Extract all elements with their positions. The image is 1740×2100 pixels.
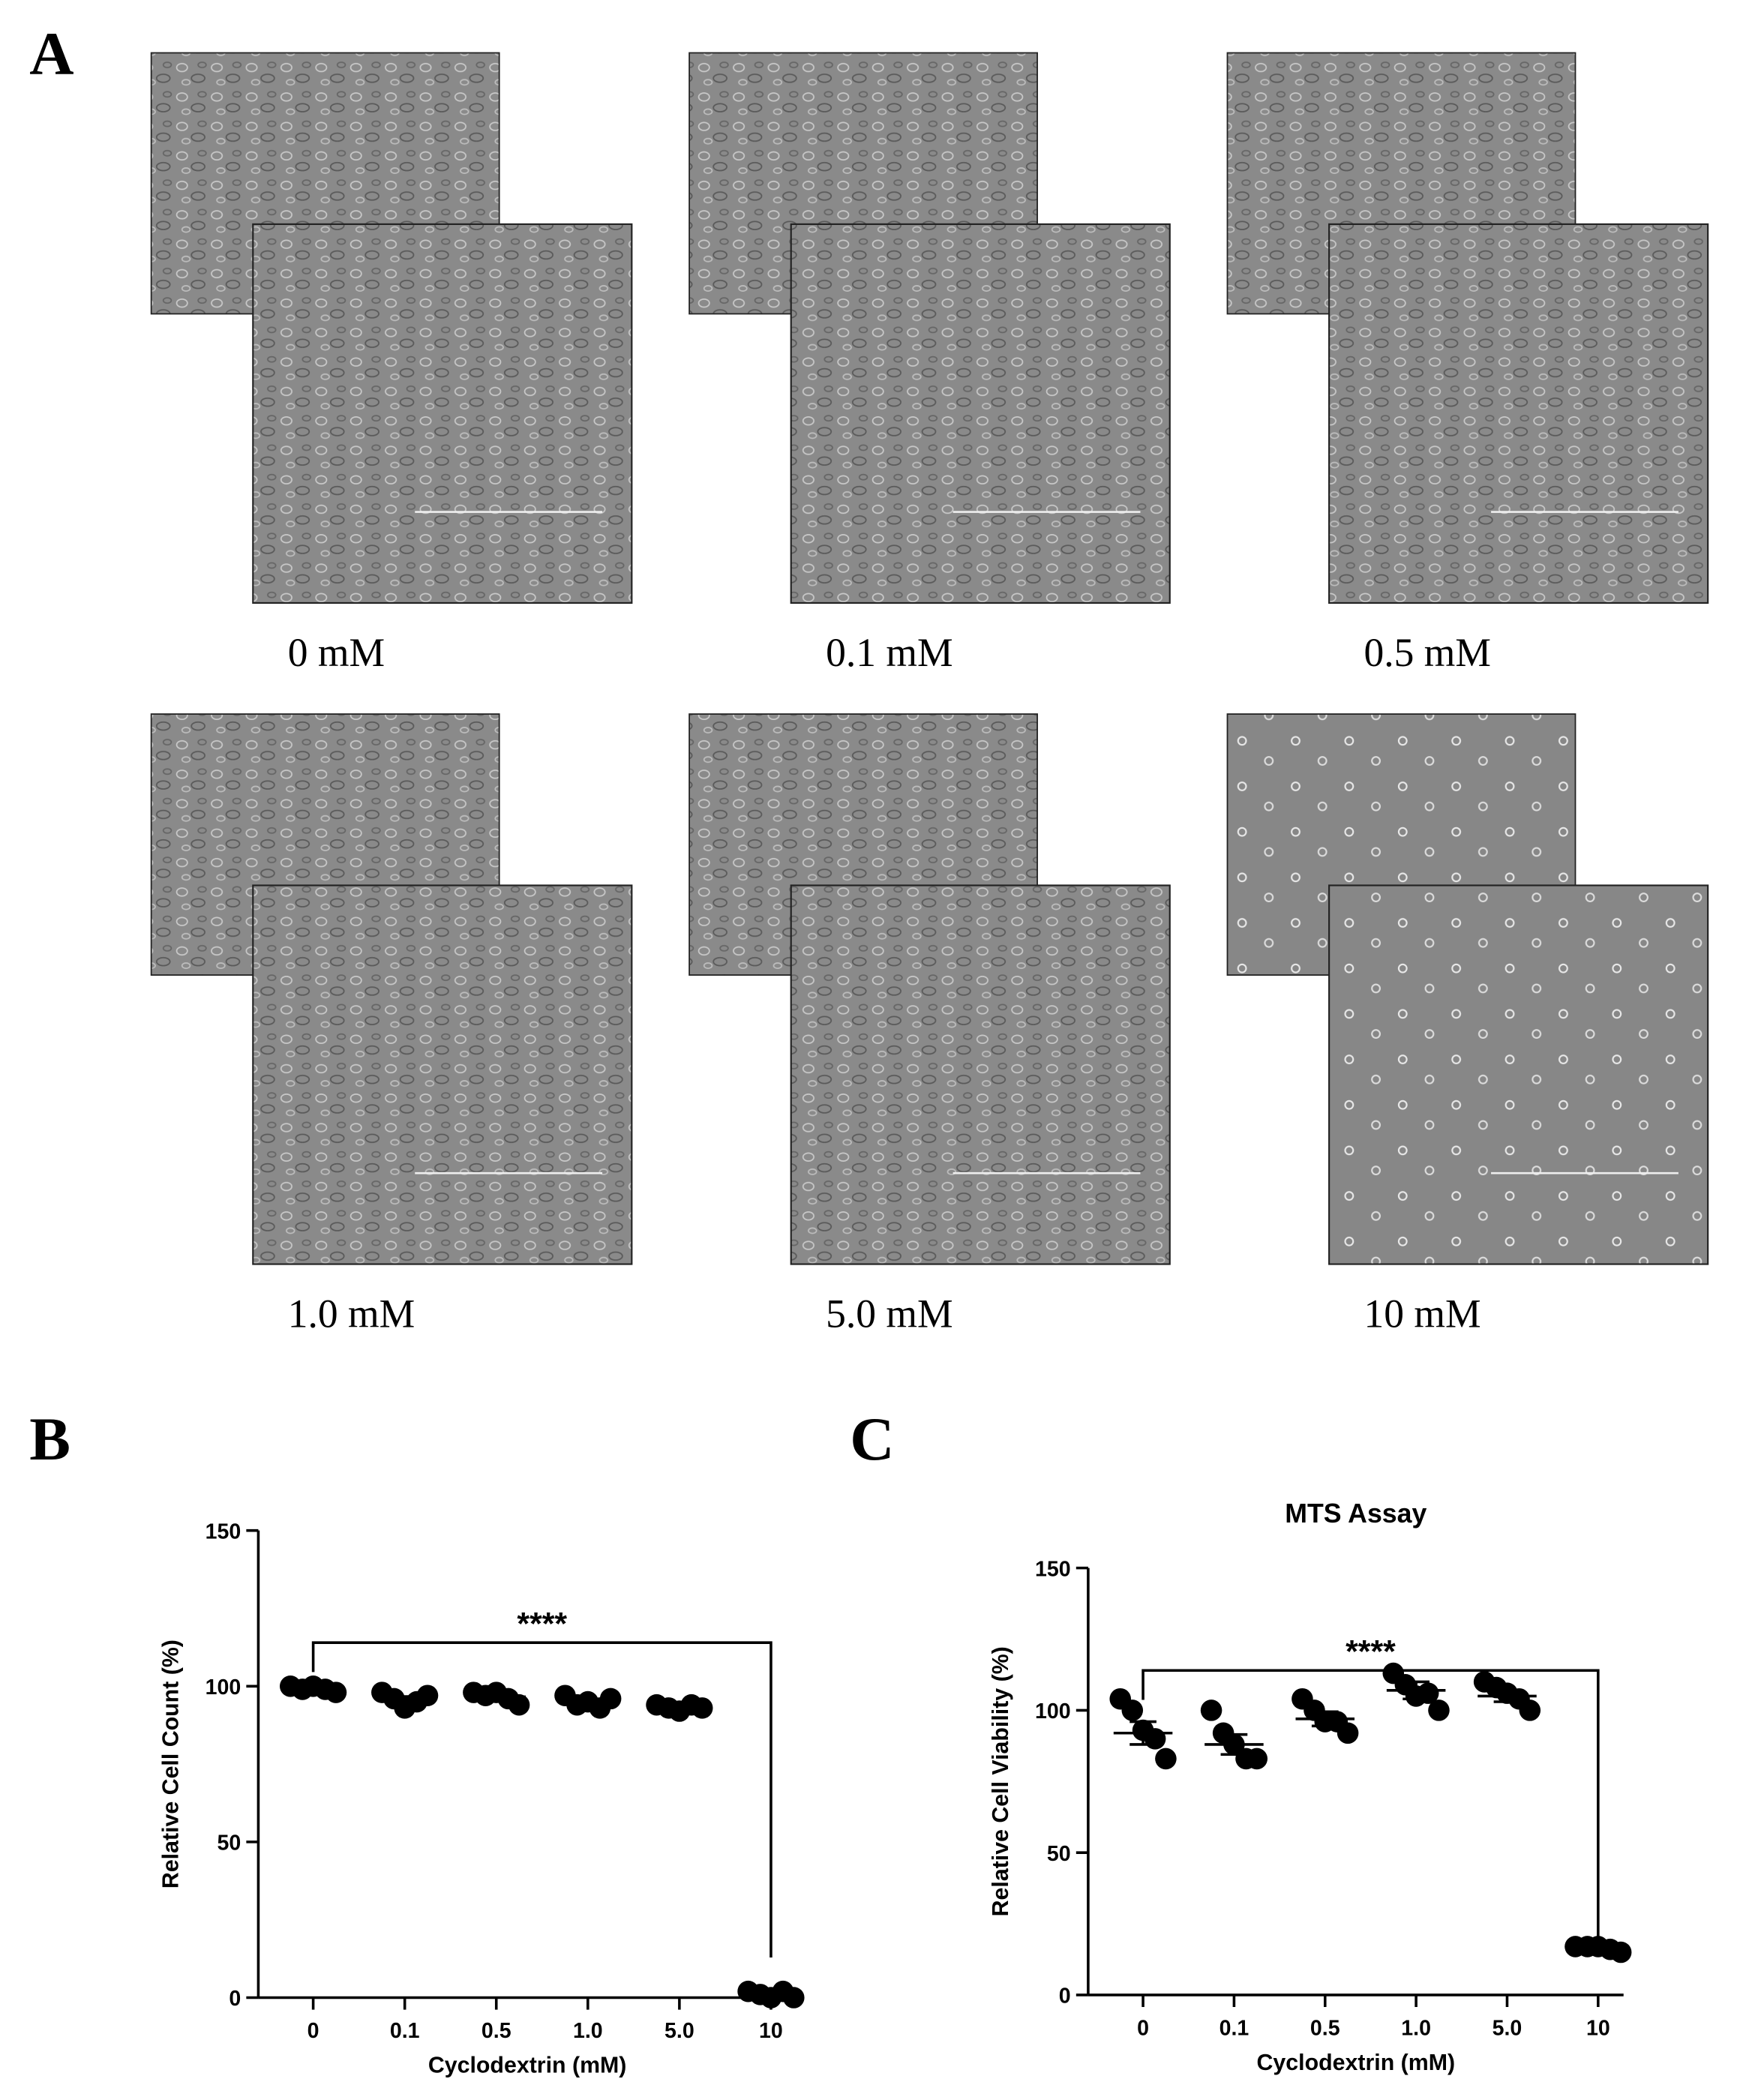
- y-tick-label: 50: [1047, 1842, 1071, 1866]
- error-bar: [391, 1695, 418, 1704]
- error-bar: [666, 1705, 693, 1710]
- significance-bracket: [311, 1641, 772, 1958]
- y-axis-label: Relative Cell Count (%): [158, 1640, 183, 1888]
- micrograph-front: [252, 223, 633, 604]
- x-tick-label: 10: [1586, 2016, 1610, 2040]
- data-point: [1610, 1941, 1632, 1964]
- panel-letter: A: [29, 20, 74, 88]
- micrograph-front: [1328, 884, 1709, 1265]
- data-point: [508, 1694, 530, 1716]
- micrograph-label: 1.0 mM: [288, 1291, 415, 1336]
- data-point: [599, 1688, 622, 1710]
- x-tick-label: 0.1: [390, 2019, 420, 2043]
- y-tick-label: 100: [1035, 1700, 1071, 1724]
- error-bar: [1220, 1732, 1248, 1756]
- micrograph-label: 10 mM: [1364, 1291, 1481, 1336]
- error-bar: [1130, 1720, 1156, 1746]
- error-bar: [1311, 1710, 1339, 1728]
- error-bar: [1493, 1689, 1521, 1703]
- panel-letter: C: [850, 1405, 894, 1473]
- x-tick-label: 5.0: [1492, 2016, 1522, 2040]
- y-tick-label: 0: [1059, 1984, 1071, 2008]
- data-point: [1144, 1728, 1166, 1750]
- error-bar: [1402, 1680, 1430, 1701]
- significance-label: ****: [1346, 1634, 1396, 1670]
- x-tick-label: 1.0: [1401, 2016, 1431, 2040]
- y-axis-label: Relative Cell Viability (%): [988, 1646, 1013, 1916]
- x-axis-label: Cyclodextrin (mM): [428, 2053, 627, 2078]
- error-bar: [574, 1698, 602, 1706]
- y-tick-label: 0: [229, 1987, 241, 2011]
- significance-label: ****: [517, 1606, 567, 1642]
- x-axis-label: Cyclodextrin (mM): [1257, 2050, 1456, 2075]
- x-tick-label: 1.0: [573, 2019, 603, 2043]
- data-point: [1336, 1722, 1359, 1744]
- x-tick-label: 0.1: [1220, 2016, 1250, 2040]
- significance-bracket: [1142, 1669, 1600, 1955]
- micrograph-label: 0.1 mM: [826, 630, 952, 675]
- data-point: [1121, 1700, 1144, 1721]
- micrograph-front: [790, 223, 1171, 604]
- chart-title: MTS Assay: [1285, 1498, 1426, 1528]
- panel-letter: B: [29, 1405, 70, 1473]
- error-bar: [299, 1686, 327, 1692]
- micrograph-label: 5.0 mM: [826, 1291, 952, 1336]
- x-tick-label: 0: [308, 2019, 320, 2043]
- micrograph-front: [252, 884, 633, 1265]
- x-tick-label: 5.0: [664, 2019, 694, 2043]
- y-tick-label: 100: [206, 1676, 242, 1700]
- data-point: [1200, 1700, 1222, 1721]
- error-bar: [758, 1991, 784, 1997]
- y-tick-label: 50: [217, 1832, 241, 1856]
- x-tick-label: 0.5: [482, 2019, 512, 2043]
- data-point: [1246, 1748, 1268, 1770]
- data-point: [1155, 1748, 1177, 1770]
- error-bar: [482, 1693, 510, 1701]
- y-tick-label: 150: [1035, 1557, 1071, 1581]
- y-tick-label: 150: [206, 1520, 242, 1544]
- x-tick-label: 0: [1137, 2016, 1149, 2040]
- data-point: [1519, 1700, 1541, 1721]
- data-point: [416, 1684, 439, 1707]
- x-tick-label: 10: [759, 2019, 783, 2043]
- data-point: [1428, 1700, 1450, 1721]
- data-point: [325, 1682, 347, 1703]
- x-tick-label: 0.5: [1310, 2016, 1340, 2040]
- data-point: [783, 1987, 805, 2008]
- micrograph-label: 0 mM: [288, 630, 385, 675]
- micrograph-front: [1328, 223, 1709, 604]
- micrograph-label: 0.5 mM: [1364, 630, 1491, 675]
- micrograph-front: [790, 884, 1171, 1265]
